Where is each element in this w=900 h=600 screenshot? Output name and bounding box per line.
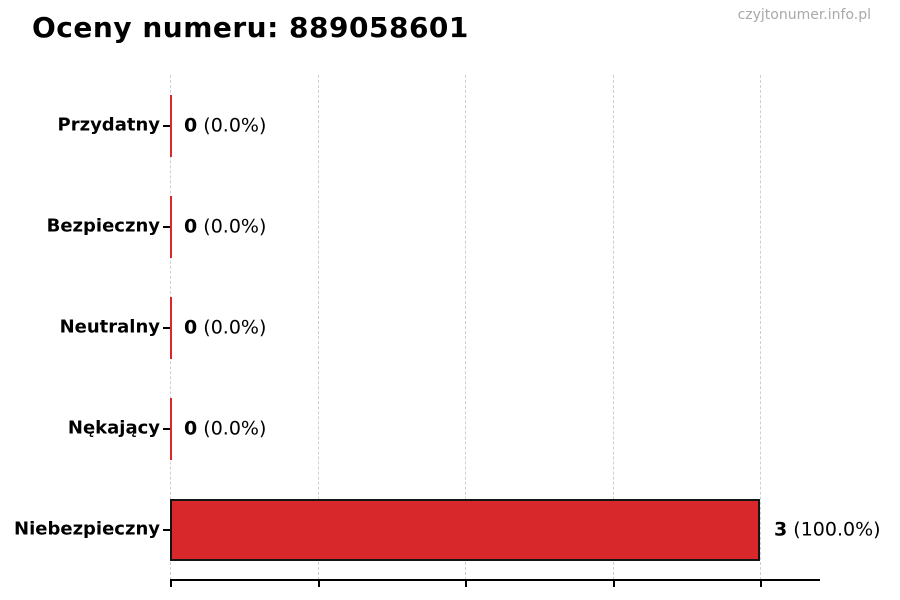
value-count: 0 bbox=[184, 316, 198, 339]
category-label: Niebezpieczny bbox=[14, 518, 160, 540]
x-axis-tick bbox=[317, 581, 320, 587]
y-axis-tick bbox=[163, 225, 170, 228]
category-label: Nękający bbox=[67, 417, 160, 439]
x-axis-line bbox=[170, 579, 820, 581]
value-percent: (0.0%) bbox=[203, 316, 267, 339]
value-label: 0 (0.0%) bbox=[184, 215, 266, 237]
gridline bbox=[760, 75, 761, 580]
site-watermark: czyjtonumer.info.pl bbox=[737, 7, 871, 23]
x-axis-tick bbox=[760, 581, 762, 587]
x-axis-tick bbox=[465, 581, 467, 587]
x-axis-tick bbox=[612, 581, 615, 587]
value-percent: (0.0%) bbox=[203, 417, 267, 440]
bar-row-przydatny: Przydatny 0 (0.0%) bbox=[58, 75, 820, 176]
y-axis-tick bbox=[163, 427, 170, 430]
category-label: Przydatny bbox=[57, 114, 160, 136]
value-count: 0 bbox=[184, 417, 198, 440]
value-percent: (0.0%) bbox=[203, 215, 267, 238]
x-axis-tick bbox=[170, 581, 172, 587]
bar-row-bezpieczny: Bezpieczny 0 (0.0%) bbox=[47, 176, 820, 277]
bar-neutralny bbox=[170, 296, 172, 359]
bar-bezpieczny bbox=[170, 195, 172, 258]
gridline bbox=[317, 75, 319, 580]
value-count: 0 bbox=[184, 215, 198, 238]
value-percent: (100.0%) bbox=[793, 518, 881, 541]
category-label: Bezpieczny bbox=[46, 215, 160, 237]
value-label: 0 (0.0%) bbox=[184, 114, 266, 136]
value-label: 0 (0.0%) bbox=[184, 417, 266, 439]
gridline bbox=[612, 75, 614, 580]
bar-row-nekajacy: Nękający 0 (0.0%) bbox=[68, 378, 820, 479]
bar-przydatny bbox=[170, 94, 172, 157]
y-axis-tick bbox=[163, 528, 170, 531]
value-label: 3 (100.0%) bbox=[774, 518, 881, 540]
value-count: 0 bbox=[184, 114, 198, 137]
bar-nekajacy bbox=[170, 397, 172, 460]
bar-row-niebezpieczny: Niebezpieczny 3 (100.0%) bbox=[14, 479, 881, 580]
plot-area: Przydatny 0 (0.0%) Bezpieczny 0 (0.0%) N… bbox=[14, 75, 881, 587]
bar-row-neutralny: Neutralny 0 (0.0%) bbox=[60, 277, 820, 378]
value-count: 3 bbox=[774, 518, 788, 541]
gridline bbox=[465, 75, 466, 580]
bar-niebezpieczny bbox=[170, 498, 760, 561]
value-label: 0 (0.0%) bbox=[184, 316, 266, 338]
y-axis-tick bbox=[163, 124, 170, 127]
category-label: Neutralny bbox=[59, 316, 160, 338]
chart-title: Oceny numeru: 889058601 bbox=[32, 11, 469, 44]
y-axis-tick bbox=[163, 326, 170, 329]
value-percent: (0.0%) bbox=[203, 114, 267, 137]
